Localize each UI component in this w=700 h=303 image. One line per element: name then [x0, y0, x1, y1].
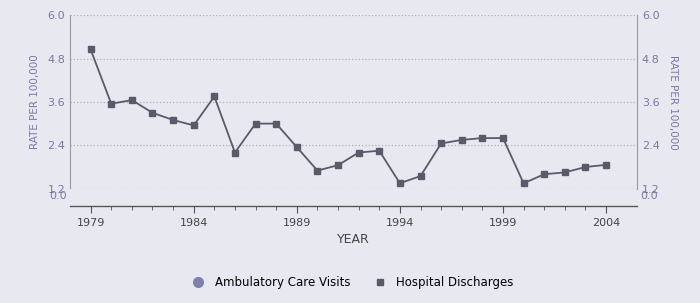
Y-axis label: RATE PER 100,000: RATE PER 100,000: [668, 55, 678, 149]
Text: 0.0: 0.0: [640, 191, 657, 201]
Text: 0.0: 0.0: [50, 191, 67, 201]
X-axis label: YEAR: YEAR: [337, 233, 370, 246]
Legend: Ambulatory Care Visits, Hospital Discharges: Ambulatory Care Visits, Hospital Dischar…: [182, 271, 518, 294]
Y-axis label: RATE PER 100,000: RATE PER 100,000: [30, 55, 41, 149]
